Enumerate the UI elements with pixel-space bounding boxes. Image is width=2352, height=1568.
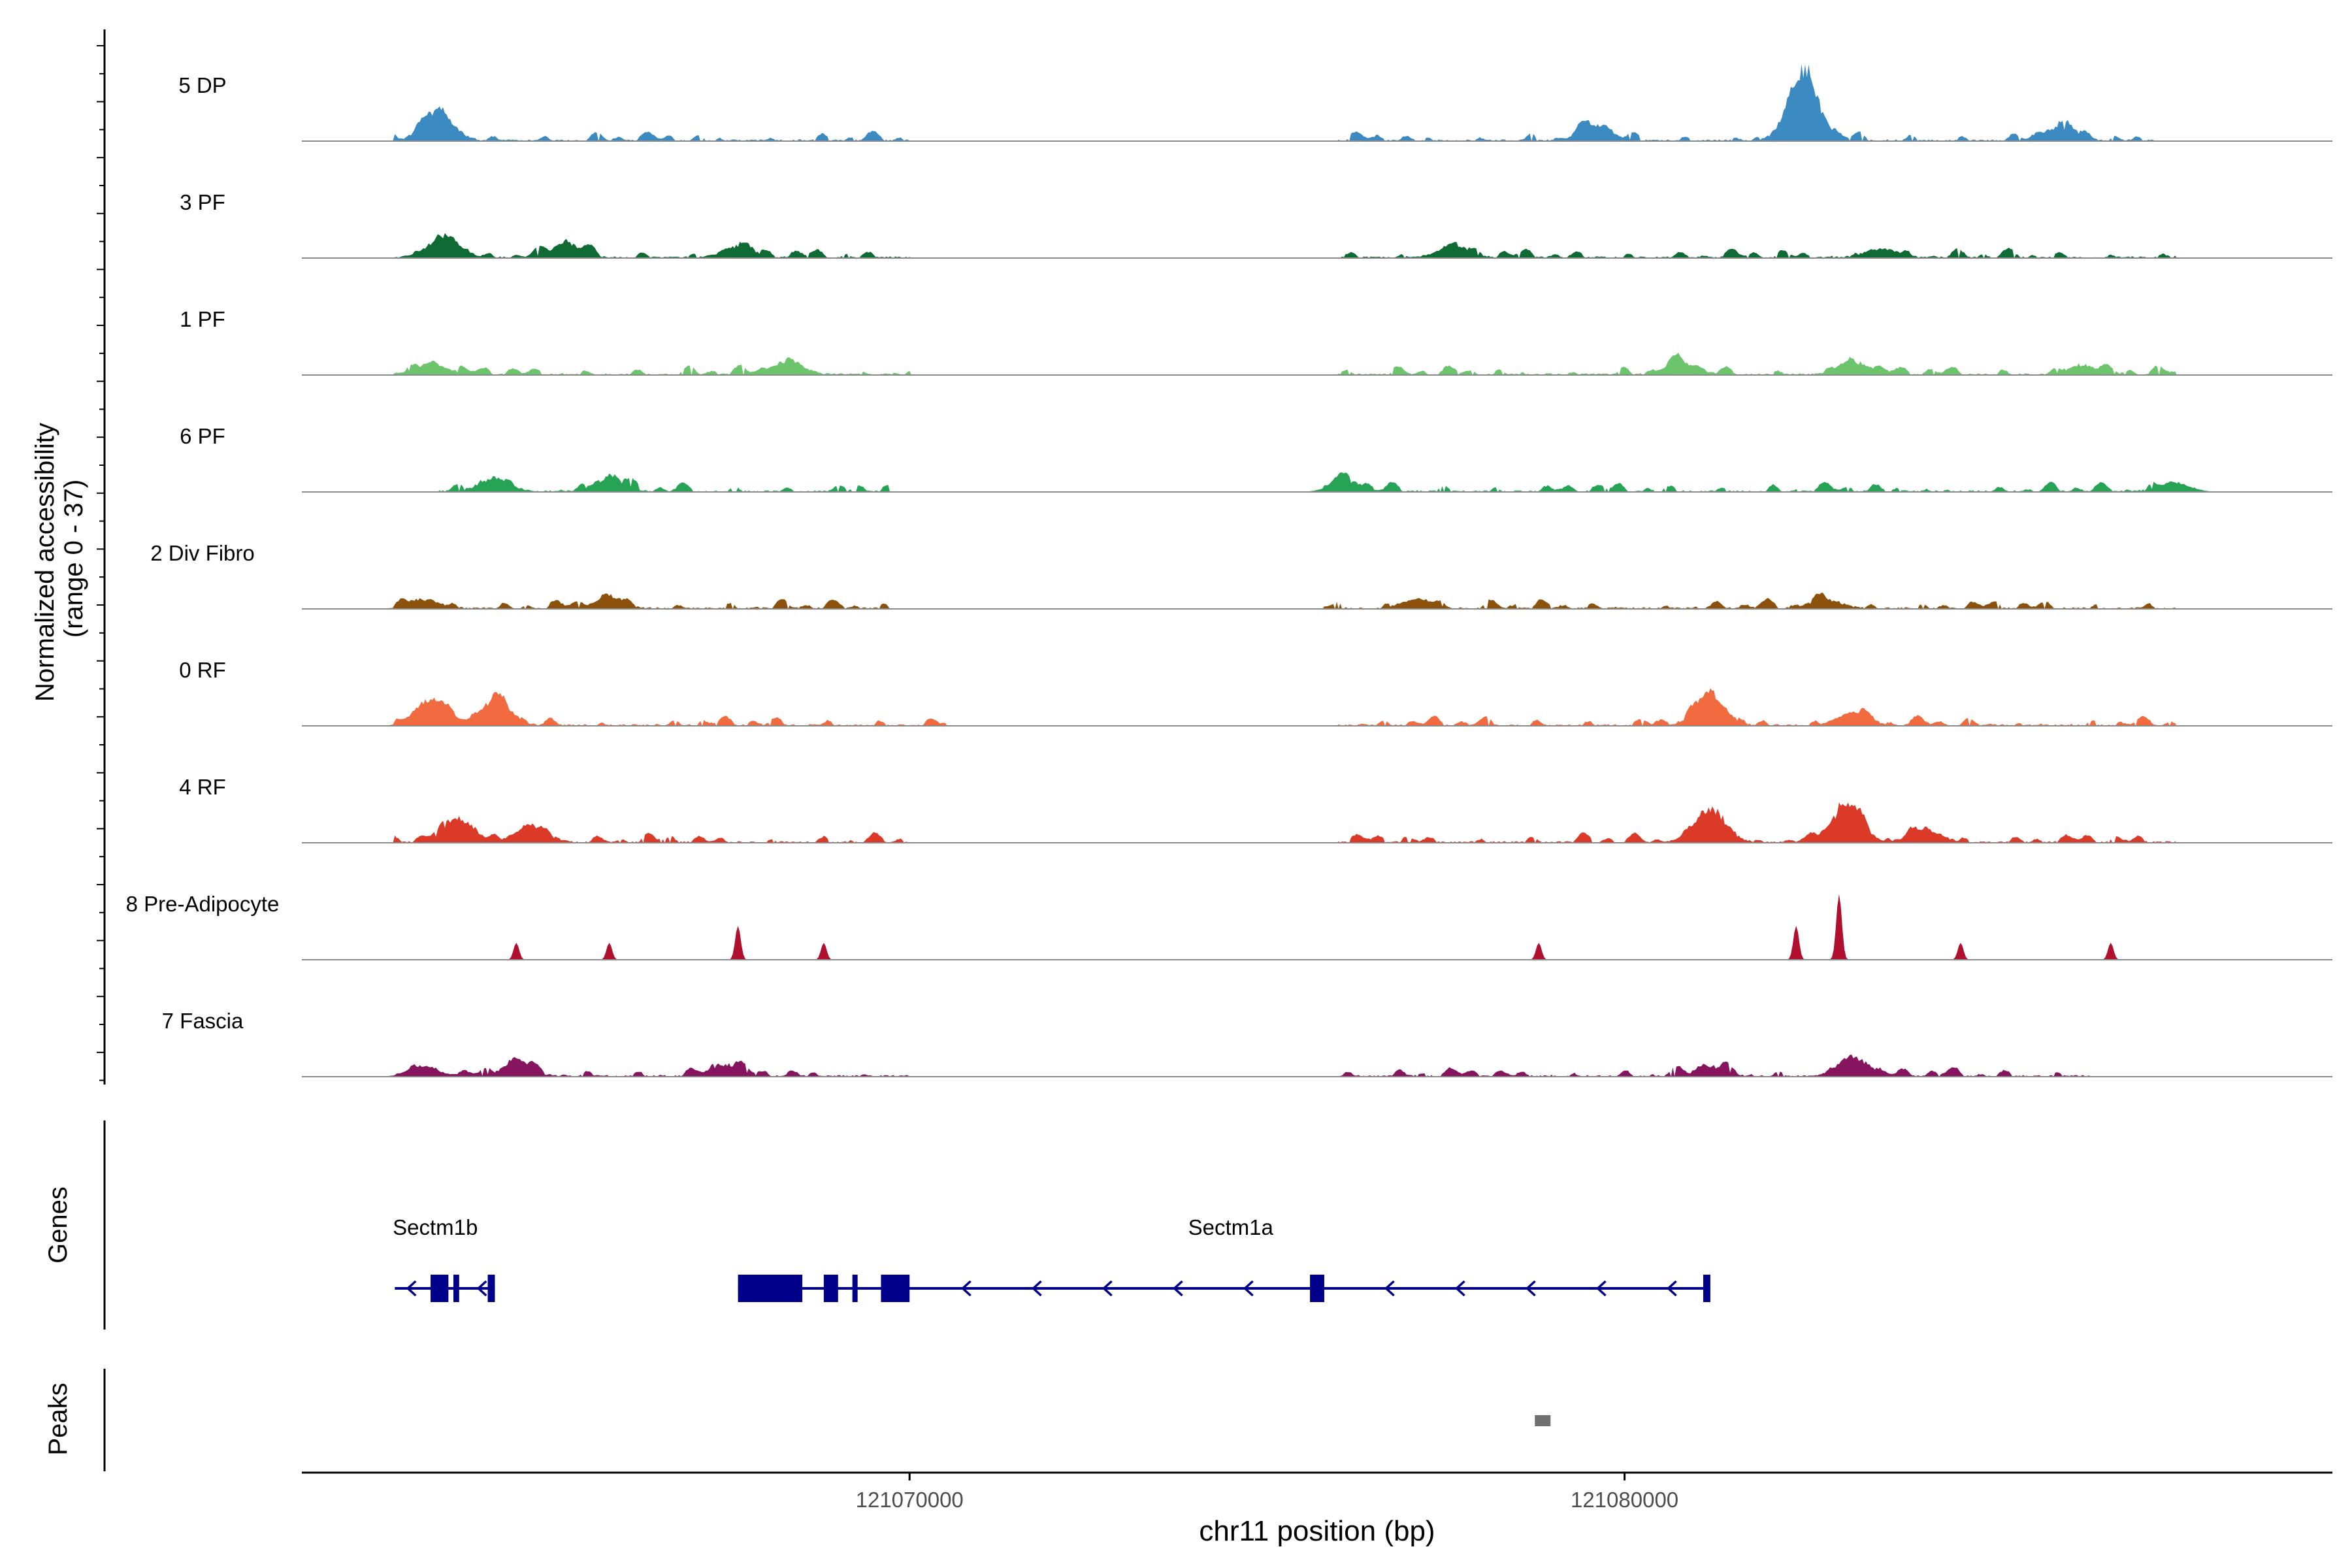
track-2-div-fibro: 2 Div Fibro (150, 541, 2332, 610)
track-coverage-area (302, 688, 2332, 726)
track-label: 0 RF (179, 658, 226, 682)
coverage-y-label-line1: Normalized accessibility (31, 423, 59, 702)
track-coverage-area (302, 593, 2332, 609)
strand-arrow (406, 1280, 417, 1297)
gene-exon (487, 1275, 495, 1302)
track-label: 5 DP (178, 73, 226, 97)
track-coverage-area (302, 472, 2332, 492)
track-7-fascia: 7 Fascia (162, 1009, 2332, 1077)
track-label: 6 PF (180, 424, 225, 448)
x-axis-label: chr11 position (bp) (1199, 1515, 1435, 1547)
strand-arrow (1102, 1280, 1113, 1297)
peak-region (1535, 1415, 1551, 1426)
strand-arrow (1384, 1280, 1395, 1297)
track-4-rf: 4 RF (179, 775, 2332, 843)
gene-label: Sectm1a (1188, 1215, 1274, 1239)
gene-exon (1703, 1275, 1710, 1302)
gene-sectm1a: Sectm1a (738, 1215, 1710, 1302)
strand-arrow (1172, 1280, 1183, 1297)
coverage-y-ticks (97, 45, 105, 1081)
track-coverage-area (302, 1054, 2332, 1077)
strand-arrow (1243, 1280, 1254, 1297)
track-6-pf: 6 PF (180, 424, 2332, 493)
genes-track-label: Genes (44, 1186, 73, 1264)
gene-models: Sectm1b Sectm1a (393, 1215, 1710, 1302)
gene-exon (881, 1275, 910, 1302)
gene-exon (430, 1275, 449, 1302)
peaks-track-label: Peaks (44, 1382, 73, 1455)
gene-label: Sectm1b (393, 1215, 478, 1239)
track-label: 8 Pre-Adipocyte (126, 892, 280, 916)
x-tick-label: 121070000 (856, 1488, 964, 1512)
strand-arrow (960, 1280, 972, 1297)
track-1-pf: 1 PF (180, 307, 2332, 376)
track-label: 1 PF (180, 307, 225, 331)
strand-arrow (1595, 1280, 1607, 1297)
strand-arrow (1454, 1280, 1465, 1297)
track-coverage-area (302, 352, 2332, 375)
track-5-dp: 5 DP (178, 64, 2332, 142)
gene-exon (738, 1275, 803, 1302)
strand-arrow (1666, 1280, 1677, 1297)
gene-exon (453, 1275, 459, 1302)
gene-exon (852, 1275, 858, 1302)
track-label: 3 PF (180, 190, 225, 214)
track-label: 2 Div Fibro (150, 541, 255, 565)
strand-arrow (1525, 1280, 1536, 1297)
strand-arrow (1031, 1280, 1042, 1297)
strand-arrow (476, 1280, 487, 1297)
gene-exon (1310, 1275, 1324, 1302)
track-coverage-area (302, 802, 2332, 843)
coverage-y-label-line2: (range 0 - 37) (59, 480, 88, 638)
x-axis-ticks: 121070000 121080000 (856, 1473, 1678, 1512)
peak-regions (1535, 1415, 1551, 1426)
track-label: 4 RF (179, 775, 226, 799)
track-label: 7 Fascia (162, 1009, 244, 1033)
x-tick-label: 121080000 (1571, 1488, 1678, 1512)
coverage-y-label: Normalized accessibility (range 0 - 37) (31, 416, 88, 702)
gene-sectm1b: Sectm1b (393, 1215, 495, 1302)
track-8-pre-adipocyte: 8 Pre-Adipocyte (126, 892, 2332, 960)
track-3-pf: 3 PF (180, 190, 2332, 259)
track-coverage-area (302, 64, 2332, 141)
coverage-tracks: 5 DP 3 PF 1 PF 6 PF 2 Div Fibro 0 RF 4 RF 8 Pre… (126, 64, 2332, 1077)
track-0-rf: 0 RF (179, 658, 2332, 727)
gene-exon (823, 1275, 838, 1302)
